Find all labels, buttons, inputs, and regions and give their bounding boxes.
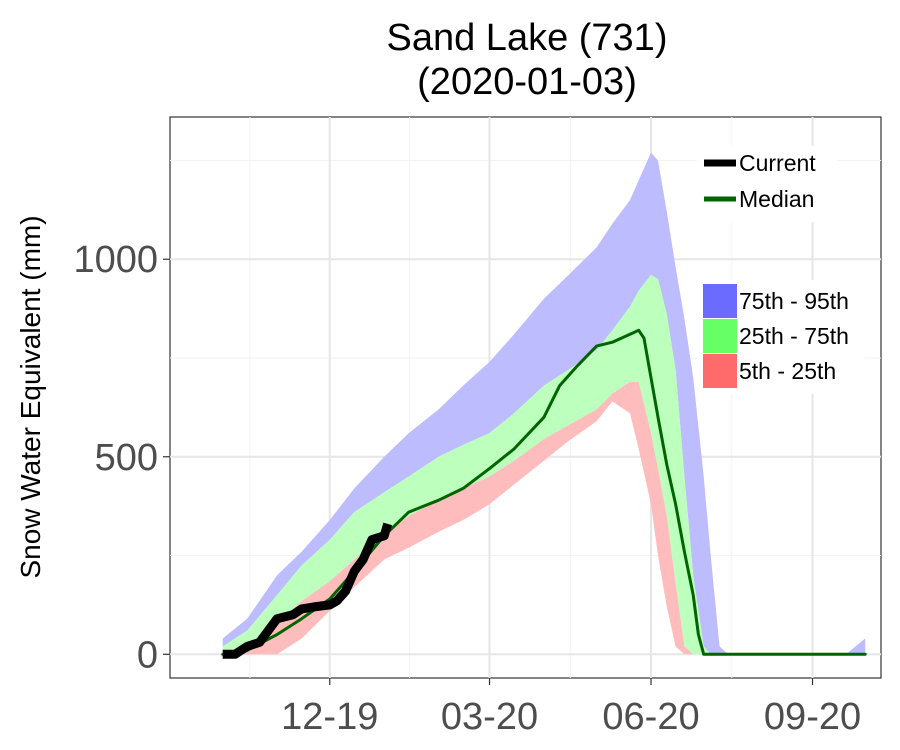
x-tick-label: 09-20 xyxy=(764,696,861,738)
series-lines xyxy=(221,328,867,659)
x-tick-label: 06-20 xyxy=(602,696,699,738)
legend-lines-box xyxy=(697,146,837,222)
legend-label-current: Current xyxy=(739,150,816,176)
legend-band-label: 75th - 95th xyxy=(739,288,849,314)
y-tick-label: 1000 xyxy=(73,239,158,281)
chart-subtitle: (2020-01-03) xyxy=(417,61,637,103)
legend-label-median: Median xyxy=(739,186,814,212)
legend-band-label: 5th - 25th xyxy=(739,358,836,384)
x-tick-label: 12-19 xyxy=(281,696,378,738)
axis-ticks: 0 500 1000 12-19 03-20 06-20 09-20 xyxy=(73,239,861,738)
y-axis-label: Snow Water Equivalent (mm) xyxy=(15,215,46,578)
chart-title: Sand Lake (731) xyxy=(387,17,668,59)
band-75-95 xyxy=(222,152,866,655)
legend-band-label: 25th - 75th xyxy=(739,323,849,349)
y-tick-label: 500 xyxy=(95,437,158,479)
legend-swatch xyxy=(703,354,737,388)
legend-swatch xyxy=(703,284,737,318)
series-line-current xyxy=(222,522,393,659)
y-tick-label: 0 xyxy=(137,634,158,676)
legend: Current Median 75th - 95th 25th - 75th 5th -… xyxy=(697,146,865,394)
legend-swatch xyxy=(703,319,737,353)
x-tick-label: 03-20 xyxy=(441,696,538,738)
